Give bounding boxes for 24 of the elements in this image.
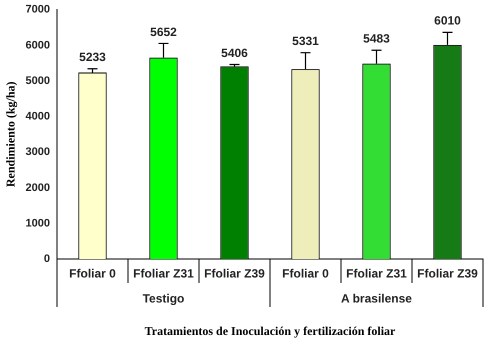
data-label: 5331 <box>292 34 320 48</box>
x-tick-label: Ffoliar Z39 <box>417 266 478 281</box>
data-label: 5406 <box>221 46 248 60</box>
y-axis-title: Rendimiento (kg/ha) <box>3 81 18 188</box>
x-tick-label: Ffoliar Z31 <box>133 266 194 281</box>
y-tick-label: 5000 <box>26 74 50 87</box>
y-tick-label: 6000 <box>26 39 50 52</box>
y-tick-label: 7000 <box>26 4 50 16</box>
text: A brasilense <box>341 291 412 306</box>
x-axis-title: Tratamientos de Inoculación y fertilización foliar <box>144 324 396 338</box>
y-tick-label: 1000 <box>26 217 50 230</box>
x-tick-label: Ffoliar 0 <box>69 266 116 281</box>
y-tick-label: 2000 <box>26 182 50 194</box>
data-label: 5233 <box>79 50 106 64</box>
text: Testigo <box>142 291 184 306</box>
data-label: 5652 <box>150 24 178 39</box>
y-tick-label: 4000 <box>26 110 50 123</box>
y-tick-label: 0 <box>44 253 50 266</box>
x-tick-label: Ffoliar Z39 <box>204 266 266 281</box>
x-tick-label: Ffoliar Z31 <box>346 266 408 281</box>
y-tick-label: 3000 <box>26 146 50 158</box>
data-label: 6010 <box>434 14 462 28</box>
data-label: 5483 <box>363 32 390 46</box>
x-tick-label: Ffoliar 0 <box>282 266 330 281</box>
